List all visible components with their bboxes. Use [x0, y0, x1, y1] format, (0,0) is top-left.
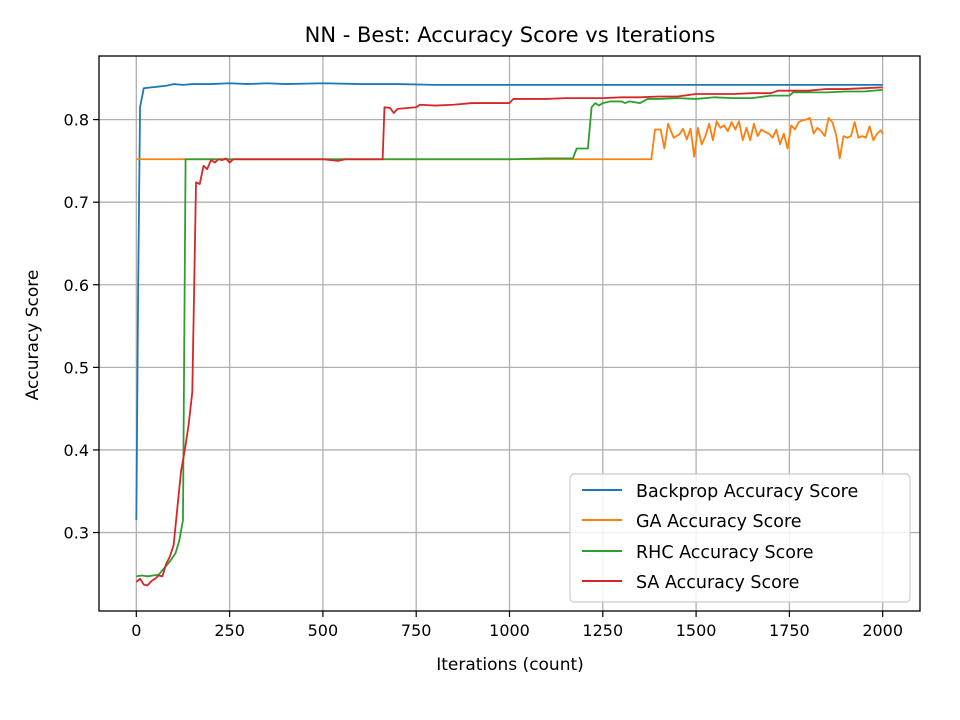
series-lines: [135, 82, 884, 587]
y-tick-label: 0.7: [64, 193, 89, 212]
y-tick-label: 0.6: [64, 276, 89, 295]
series-line-backprop-accuracy-score: [135, 82, 883, 521]
x-axis-label: Iterations (count): [436, 655, 584, 675]
y-axis-label: Accuracy Score: [23, 270, 43, 401]
y-axis-ticks: 0.3 0.4 0.5 0.6 0.7 0.8: [64, 111, 99, 543]
x-tick-label: 1250: [582, 621, 623, 640]
x-axis-ticks: 0 250 500 750 1000 1250 1500 1750 2000: [131, 611, 903, 640]
x-tick-label: 250: [214, 621, 245, 640]
x-tick-label: 2000: [862, 621, 903, 640]
y-tick-label: 0.8: [64, 111, 89, 130]
y-tick-label: 0.4: [64, 441, 89, 460]
x-tick-label: 500: [308, 621, 339, 640]
chart-title: NN - Best: Accuracy Score vs Iterations: [305, 23, 716, 47]
legend-label-ga: GA Accuracy Score: [636, 512, 802, 532]
x-tick-label: 0: [131, 621, 141, 640]
legend-label-sa: SA Accuracy Score: [636, 573, 799, 593]
y-tick-label: 0.3: [64, 524, 89, 543]
series-line-ga-accuracy-score: [136, 117, 884, 161]
x-tick-label: 1500: [676, 621, 717, 640]
x-tick-label: 750: [401, 621, 432, 640]
x-tick-label: 1000: [489, 621, 530, 640]
legend: Backprop Accuracy Score GA Accuracy Scor…: [569, 473, 911, 603]
series-line-rhc-accuracy-score: [136, 88, 883, 578]
x-tick-label: 1750: [769, 621, 810, 640]
legend-label-rhc: RHC Accuracy Score: [636, 543, 814, 563]
legend-label-backprop: Backprop Accuracy Score: [636, 482, 858, 502]
grid: [99, 56, 920, 611]
y-tick-label: 0.5: [64, 358, 89, 377]
series-line-sa-accuracy-score: [135, 86, 883, 587]
legend-box: [569, 473, 911, 603]
